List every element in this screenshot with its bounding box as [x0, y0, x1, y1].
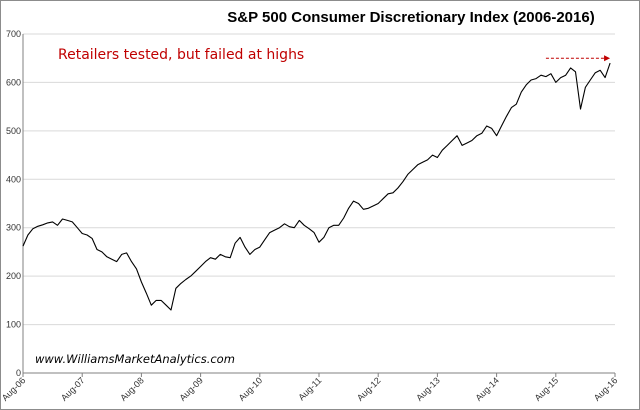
x-tick-label: Aug-14	[473, 375, 501, 403]
x-tick-label: Aug-16	[592, 375, 620, 403]
y-tick-label: 200	[6, 271, 21, 281]
annotation-arrow-head	[604, 55, 611, 62]
x-tick-label: Aug-15	[533, 375, 561, 403]
x-tick-label: Aug-09	[177, 375, 205, 403]
source-watermark: www.WilliamsMarketAnalytics.com	[35, 352, 235, 366]
y-tick-label: 700	[6, 29, 21, 39]
x-tick-label: Aug-07	[59, 375, 87, 403]
annotation-arrow	[545, 55, 611, 62]
gridlines	[23, 33, 615, 326]
y-tick-label: 500	[6, 126, 21, 136]
x-tick-label: Aug-06	[1, 375, 27, 403]
x-tick-label: Aug-11	[296, 375, 323, 402]
y-axis-ticks: 0 100 200 300 400 500 600 700	[6, 29, 21, 378]
y-tick-label: 600	[6, 77, 21, 87]
y-tick-label: 0	[16, 368, 21, 378]
y-tick-label: 300	[6, 223, 21, 233]
y-tick-label: 400	[6, 174, 21, 184]
y-tick-label: 100	[6, 320, 21, 330]
annotation-text: Retailers tested, but failed at highs	[58, 47, 304, 63]
x-tick-label: Aug-08	[118, 375, 146, 403]
x-tick-label: Aug-12	[355, 375, 383, 403]
series-line	[22, 62, 611, 311]
chart-title: S&P 500 Consumer Discretionary Index (20…	[227, 9, 594, 26]
x-tick-label: Aug-13	[414, 375, 442, 403]
x-tick-label: Aug-10	[237, 375, 265, 403]
x-axis-ticks: Aug-06 Aug-07 Aug-08 Aug-09 Aug-10 Aug-11 Aug-…	[1, 373, 619, 403]
